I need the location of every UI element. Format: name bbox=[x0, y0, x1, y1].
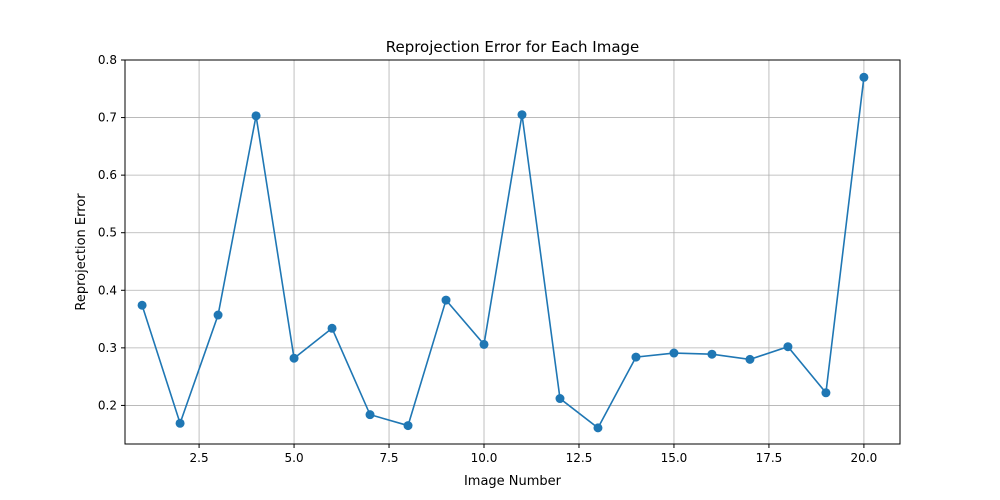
data-point bbox=[441, 295, 451, 305]
x-axis-label: Image Number bbox=[464, 474, 562, 489]
data-point bbox=[175, 418, 185, 428]
data-point bbox=[745, 354, 755, 364]
y-tick-label: 0.2 bbox=[98, 398, 117, 412]
data-point bbox=[669, 348, 679, 358]
y-tick-label: 0.6 bbox=[98, 168, 117, 182]
data-points bbox=[137, 72, 869, 433]
x-tick-label: 7.5 bbox=[379, 451, 398, 465]
data-point bbox=[631, 352, 641, 362]
data-point bbox=[251, 111, 261, 121]
x-tick-label: 5.0 bbox=[285, 451, 304, 465]
y-axis-label: Reprojection Error bbox=[74, 193, 89, 311]
x-tick-label: 17.5 bbox=[756, 451, 783, 465]
series-line bbox=[141, 77, 865, 430]
data-point bbox=[555, 394, 565, 404]
data-point bbox=[213, 310, 223, 320]
chart-title: Reprojection Error for Each Image bbox=[386, 38, 640, 56]
data-point bbox=[289, 353, 299, 363]
y-tick-label: 0.8 bbox=[98, 53, 117, 67]
y-tick-label: 0.4 bbox=[98, 283, 117, 297]
data-point bbox=[707, 349, 717, 359]
x-tick-label: 10.0 bbox=[471, 451, 498, 465]
data-point bbox=[821, 388, 831, 398]
data-point bbox=[593, 423, 603, 433]
data-point bbox=[479, 339, 489, 349]
y-tick-label: 0.3 bbox=[98, 341, 117, 355]
y-tick-label: 0.7 bbox=[98, 111, 117, 125]
y-axis-ticks: 0.2 0.3 0.4 0.5 0.6 0.7 0.8 bbox=[98, 53, 125, 412]
plot-frame bbox=[124, 59, 901, 445]
data-point bbox=[517, 110, 527, 120]
grid-lines bbox=[125, 59, 900, 444]
data-point bbox=[783, 342, 793, 352]
series-line-layer bbox=[141, 77, 865, 430]
data-point bbox=[403, 421, 413, 431]
data-point bbox=[137, 300, 147, 310]
data-point bbox=[365, 410, 375, 420]
x-tick-label: 15.0 bbox=[661, 451, 688, 465]
data-point bbox=[859, 72, 869, 82]
x-tick-label: 2.5 bbox=[190, 451, 209, 465]
y-tick-label: 0.5 bbox=[98, 226, 117, 240]
x-tick-label: 12.5 bbox=[566, 451, 593, 465]
x-axis-ticks: 2.5 5.0 7.5 10.0 12.5 15.0 17.5 20.0 bbox=[190, 444, 878, 465]
data-point bbox=[327, 323, 337, 333]
x-tick-label: 20.0 bbox=[851, 451, 878, 465]
